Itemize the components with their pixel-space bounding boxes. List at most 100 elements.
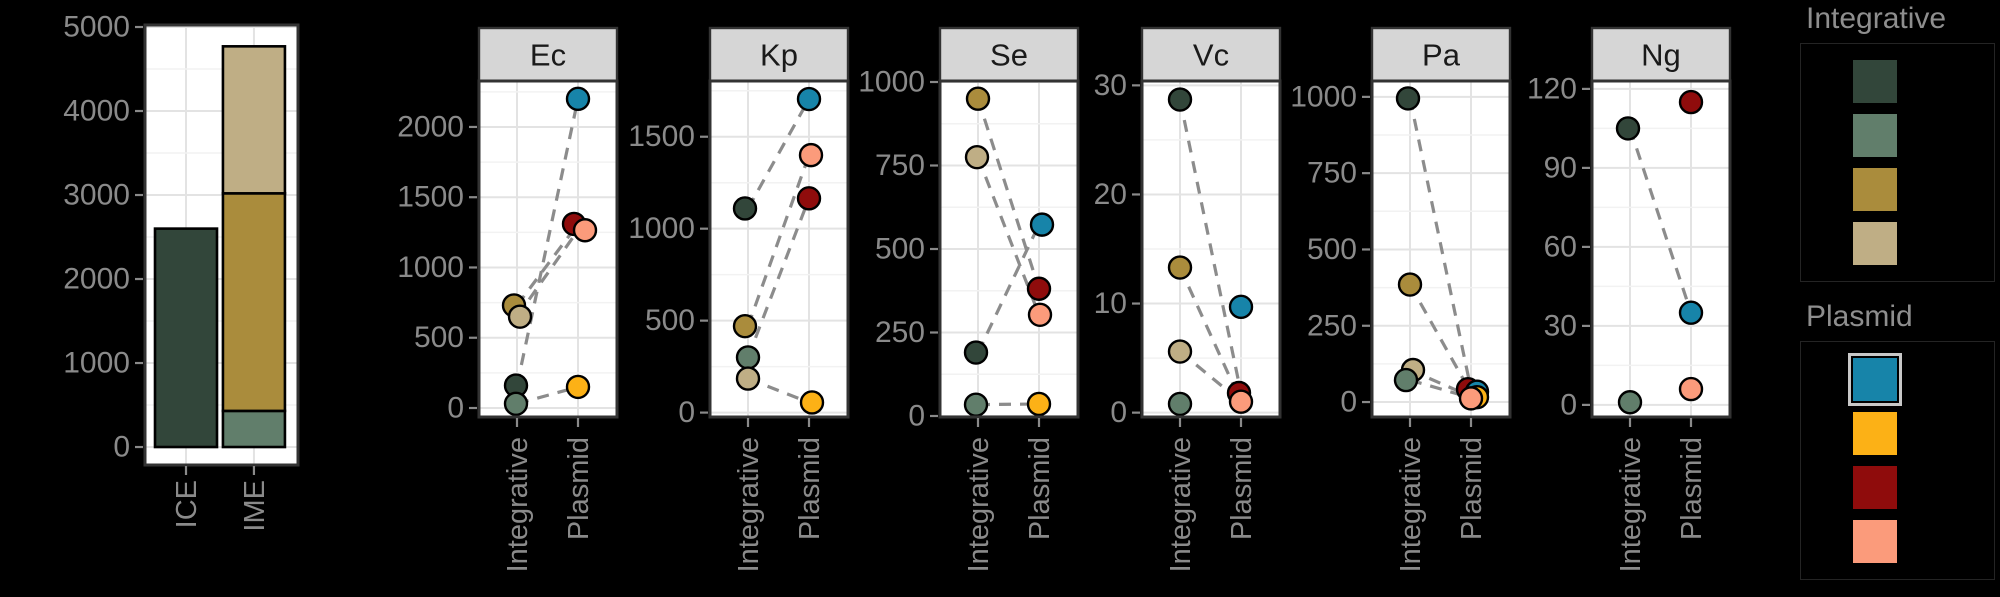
point-ng-red — [1678, 89, 1704, 115]
y-tick-label-ec: 500 — [414, 321, 464, 354]
point-pa-gold — [1397, 272, 1423, 297]
facet-strip-vc — [1140, 26, 1282, 83]
x-label-integrative: Integrative — [1395, 437, 1427, 572]
point-kp-blue — [796, 86, 822, 112]
bar-y-tick-label: 5000 — [63, 11, 130, 44]
point-ec-orange — [565, 374, 591, 400]
connector-line — [1178, 266, 1243, 403]
point-ec-blue — [565, 86, 591, 112]
legend-swatch-gold — [1853, 168, 1897, 211]
legend-keys-plasmid — [1800, 341, 1995, 580]
connector-line — [746, 154, 811, 327]
facet-panel-border-ng — [1590, 79, 1732, 419]
y-tick-label-ng: 120 — [1527, 72, 1577, 105]
facet-strip-se — [938, 26, 1080, 83]
facet-panel-bg-ec — [479, 81, 617, 417]
bar-panel-border — [143, 23, 300, 467]
y-tick-label-pa: 0 — [1340, 386, 1357, 419]
point-vc-blue — [1228, 294, 1254, 320]
facet-header-ec: Ec — [530, 38, 566, 73]
point-se-tan — [964, 144, 990, 170]
point-kp-dark_green — [732, 196, 758, 221]
point-pa-dark_green — [1395, 86, 1421, 111]
legend-swatch-blue — [1848, 353, 1902, 406]
facet-panel-border-kp — [708, 79, 850, 419]
point-kp-red — [796, 186, 822, 211]
bar-segment-ice-dark_green — [153, 227, 219, 449]
x-label-integrative: Integrative — [502, 437, 534, 572]
point-kp-tan — [735, 366, 761, 391]
connector-line — [976, 223, 1041, 354]
y-tick-label-ng: 90 — [1544, 151, 1577, 184]
connector-line — [515, 98, 580, 386]
bar-y-tick-label: 2000 — [63, 263, 130, 296]
y-tick-label-ng: 60 — [1544, 230, 1577, 263]
facet-panel-bg-ng — [1592, 81, 1730, 417]
x-label-integrative: Integrative — [963, 437, 995, 572]
facet-pa: Pa 0 250 500 750 1000 Integrative Plasmid — [1290, 26, 1512, 572]
connector-line — [1408, 98, 1473, 390]
x-label-plasmid: Plasmid — [794, 437, 826, 540]
point-ec-tan — [507, 304, 533, 329]
facet-panel-border-ec — [477, 79, 619, 419]
point-se-salmon — [1027, 302, 1053, 327]
point-kp-gold — [732, 313, 758, 339]
connector-line — [746, 197, 811, 358]
y-tick-label-pa: 250 — [1307, 309, 1357, 342]
facet-panel-border-pa — [1370, 79, 1512, 419]
facet-header-ng: Ng — [1641, 38, 1681, 73]
x-label-plasmid: Plasmid — [1676, 437, 1708, 540]
legend-swatch-sage — [1853, 114, 1897, 157]
y-tick-label-se: 1000 — [858, 66, 925, 99]
point-vc-tan — [1167, 339, 1193, 364]
facet-kp: Kp 0 500 1000 1500 Integrative Plasmid — [628, 26, 850, 572]
facet-strip-pa — [1370, 26, 1512, 83]
bar-segment-ime-tan — [221, 45, 287, 195]
bar-y-tick-label: 1000 — [63, 347, 130, 380]
connector-line — [1178, 99, 1243, 394]
facet-ec: Ec 0 500 1000 1500 2000 Integrative Plasmid — [397, 26, 619, 572]
facet-header-se: Se — [990, 38, 1028, 73]
connector-line — [976, 156, 1041, 316]
x-label-plasmid: Plasmid — [1456, 437, 1488, 540]
point-kp-orange — [799, 390, 825, 415]
legend-swatch-salmon — [1853, 520, 1897, 563]
y-tick-label-pa: 1000 — [1290, 80, 1357, 113]
y-tick-label-se: 500 — [875, 233, 925, 266]
facet-se: Se 0 250 500 750 1000 Integrative Plasmid — [858, 26, 1080, 572]
point-vc-sage — [1167, 391, 1193, 417]
legend-keys-integrative — [1800, 43, 1995, 282]
y-tick-label-vc: 10 — [1094, 287, 1127, 320]
point-ng-blue — [1678, 300, 1704, 325]
point-ng-dark_green — [1615, 116, 1641, 141]
y-tick-label-vc: 30 — [1094, 69, 1127, 102]
point-pa-salmon — [1458, 386, 1484, 411]
facet-ng: Ng 0 30 60 90 120 Integrative Plasmid — [1527, 26, 1732, 572]
y-tick-label-kp: 500 — [645, 304, 695, 337]
facet-strip-kp — [708, 26, 850, 83]
point-se-blue — [1029, 212, 1055, 237]
legend-swatch-orange — [1853, 412, 1897, 455]
y-tick-label-vc: 0 — [1110, 396, 1127, 429]
point-se-gold — [965, 86, 991, 111]
y-tick-label-ec: 0 — [447, 392, 464, 425]
point-kp-sage — [735, 345, 761, 370]
point-se-orange — [1026, 391, 1052, 417]
y-tick-label-ec: 2000 — [397, 110, 464, 143]
facet-header-pa: Pa — [1422, 38, 1461, 73]
facet-header-vc: Vc — [1193, 38, 1229, 73]
point-se-red — [1026, 276, 1052, 301]
legend-title-plasmid: Plasmid — [1806, 300, 1913, 333]
y-tick-label-kp: 0 — [678, 396, 695, 429]
y-tick-label-se: 750 — [875, 149, 925, 182]
bar-segment-ime-gold — [221, 192, 287, 413]
bar-x-label-ice: ICE — [171, 480, 203, 528]
connector-line — [515, 229, 580, 318]
x-label-plasmid: Plasmid — [563, 437, 595, 540]
legend-title-integrative: Integrative — [1806, 2, 1947, 35]
x-label-integrative: Integrative — [733, 437, 765, 572]
y-tick-label-pa: 750 — [1307, 157, 1357, 190]
facet-panel-border-se — [938, 79, 1080, 419]
